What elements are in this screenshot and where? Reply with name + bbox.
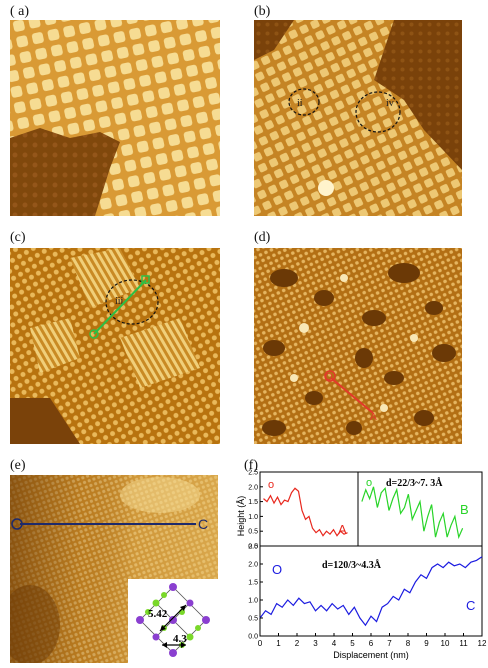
region-iv-label: iv — [386, 98, 394, 109]
region-iv-circle — [355, 91, 401, 133]
profile-end-a-label: A — [370, 412, 377, 423]
lattice-model-inset: 5.42 4.3 — [128, 579, 218, 663]
panel-e-label: (e) — [10, 458, 26, 473]
ytick-label-upper: 0.0 — [248, 544, 258, 551]
panel-c-label: (c) — [10, 230, 26, 245]
ytick-label-lower: 0.0 — [248, 634, 258, 641]
region-iii-circle — [105, 279, 159, 325]
ytick-label-lower: 1.5 — [248, 580, 258, 587]
profile-line-b — [93, 279, 147, 335]
profile-start-c — [11, 518, 23, 530]
ytick-label-upper: 0.5 — [248, 529, 258, 536]
inset-dim1-label: 5.42 — [148, 608, 168, 620]
height-profile-chart: 0.0 0.5 1.0 1.5 2.0 2.5 o Ao d=22/3~7. 3Å B 0.0 0.5… — [236, 470, 487, 661]
lower-start-label: O — [272, 562, 282, 577]
profile-end-c-label: C — [198, 516, 208, 532]
xtick-label: 3 — [313, 639, 318, 648]
x-axis-title: Displacement (nm) — [333, 650, 409, 660]
panel-f-label: (f) — [244, 458, 258, 473]
y-axis-title: Height (Å) — [236, 496, 246, 537]
profile-end-b — [141, 275, 150, 284]
ytick-label-upper: 2.5 — [248, 470, 258, 477]
xtick-label: 8 — [406, 639, 411, 648]
ytick-label-upper: 1.0 — [248, 514, 258, 521]
stm-image-c: iii — [10, 248, 220, 444]
xtick-label: 12 — [478, 639, 487, 648]
chart-frame — [259, 471, 483, 637]
stm-image-d: O A — [254, 248, 462, 444]
series-line-upper-right — [361, 486, 464, 540]
ytick-label-lower: 1.0 — [248, 598, 258, 605]
stm-image-a — [10, 20, 220, 216]
xtick-label: 7 — [387, 639, 392, 648]
xtick-label: 0 — [258, 639, 263, 648]
upper-right-annotation: d=22/3~7. 3Å — [386, 477, 443, 489]
ytick-label-lower: 2.0 — [248, 562, 258, 569]
ytick-label-upper: 2.0 — [248, 484, 258, 491]
ytick-label-lower: 0.5 — [248, 616, 258, 623]
inset-dim2-label: 4.3 — [173, 633, 187, 645]
region-ii-label: ii — [297, 98, 303, 109]
profile-start-a-label: O — [325, 372, 333, 383]
lower-annotation: d=120/3~4.3Å — [322, 559, 382, 571]
xtick-label: 11 — [459, 639, 468, 648]
stm-image-b: ii iv — [254, 20, 462, 216]
xtick-label: 10 — [441, 639, 450, 648]
panel-d-label: (d) — [254, 230, 271, 245]
xtick-label: 4 — [332, 639, 337, 648]
region-ii-circle — [288, 88, 320, 116]
lower-end-label: C — [466, 598, 475, 613]
region-iii-label: iii — [115, 296, 124, 307]
panel-b-label: (b) — [254, 4, 271, 19]
profile-line-a — [330, 377, 374, 414]
upper-right-start-label: o — [366, 477, 372, 489]
ytick-label-lower: 2.5 — [248, 544, 258, 551]
profile-start-b — [89, 329, 99, 339]
series-line-lower — [259, 556, 483, 627]
xtick-label: 6 — [369, 639, 374, 648]
upper-left-start-label: o — [268, 479, 274, 491]
xtick-label: 9 — [424, 639, 429, 648]
upper-right-end-label: B — [460, 502, 469, 517]
xtick-label: 1 — [276, 639, 281, 648]
stm-image-e: C — [10, 475, 218, 663]
upper-left-end-label: A — [338, 522, 347, 537]
ytick-label-upper: 1.5 — [248, 499, 258, 506]
xtick-label: 2 — [295, 639, 300, 648]
panel-a-label: ( a) — [10, 4, 30, 19]
xtick-label: 5 — [350, 639, 355, 648]
profile-start-a — [324, 370, 336, 382]
series-line-upper-left — [263, 487, 348, 537]
